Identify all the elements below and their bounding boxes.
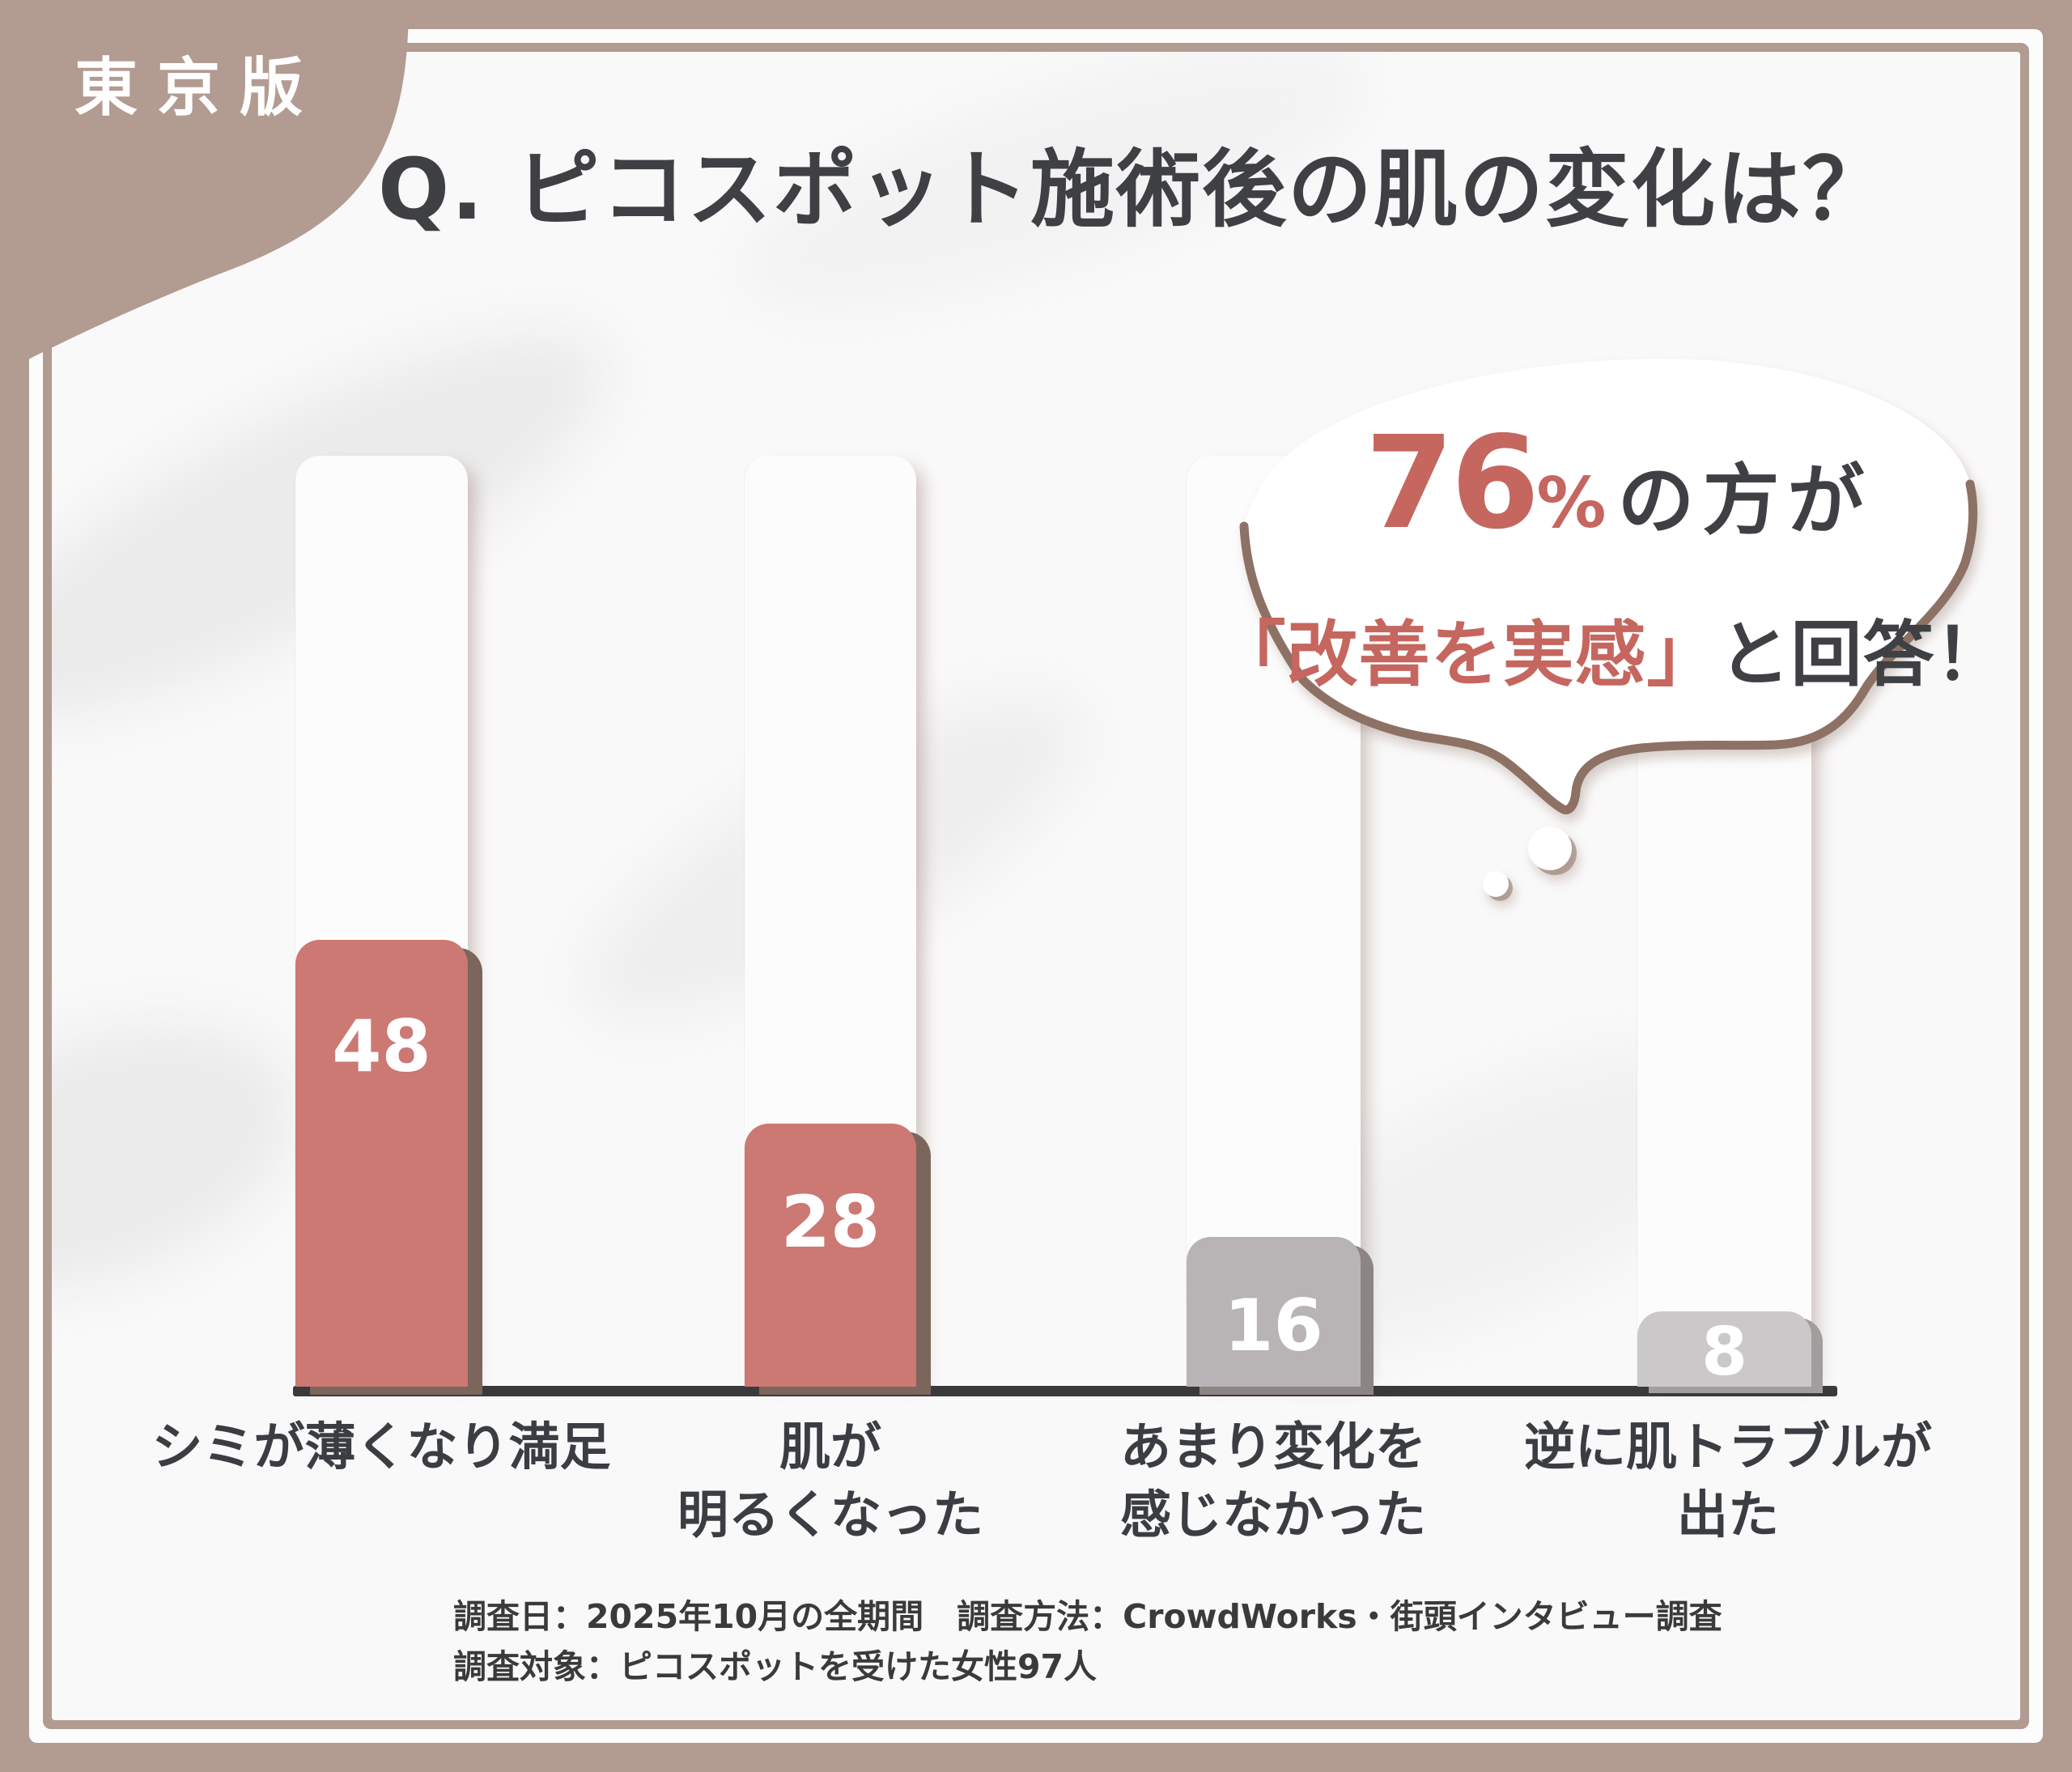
thought-dot-small	[1483, 871, 1509, 897]
thought-dot-large	[1528, 827, 1572, 870]
bubble-stat-line: 76% の方が	[1214, 419, 2020, 550]
category-label-line: 明るくなった	[677, 1485, 983, 1545]
bar-track-4	[1637, 456, 1811, 1387]
bar-shimi-usuku: 48	[295, 940, 468, 1387]
bar-track-3	[1187, 456, 1361, 1387]
category-label-2: 肌が 明るくなった	[628, 1413, 1033, 1549]
category-label-1: シミが薄くなり満足	[98, 1413, 664, 1481]
background-texture-streak	[543, 639, 1124, 1077]
region-badge-label: 東京版	[74, 52, 323, 125]
x-axis-baseline	[293, 1386, 1837, 1396]
background-texture-streak	[52, 971, 337, 1344]
bar-hada-akaruku: 28	[745, 1124, 916, 1387]
category-label-3: あまり変化を 感じなかった	[1071, 1413, 1475, 1549]
category-label-line: 逆に肌トラブルが	[1524, 1417, 1932, 1477]
bubble-answer-highlight: 「改善を実感」	[1214, 613, 1719, 696]
category-label-line: 感じなかった	[1120, 1485, 1426, 1545]
category-label-4: 逆に肌トラブルが 出た	[1485, 1413, 1971, 1549]
background-texture-streak	[719, 52, 1386, 355]
bar-hada-trouble: 8	[1637, 1311, 1811, 1387]
thought-dot-shadow	[1487, 875, 1513, 901]
page-title: Q. ピコスポット施術後の肌の変化は？	[377, 140, 1889, 239]
category-label-line: あまり変化を	[1120, 1417, 1426, 1477]
corner-badge-shape	[0, 0, 409, 374]
survey-footnote-line2: 調査対象：ピコスポットを受けた女性97人	[453, 1647, 1098, 1686]
category-label-line: 出た	[1677, 1485, 1779, 1545]
thought-dot-shadow	[1533, 831, 1577, 875]
bar-value-label: 28	[780, 1180, 881, 1264]
bar-track-2	[745, 456, 916, 1387]
category-label-line: 肌が	[779, 1417, 881, 1477]
bar-henka-nashi: 16	[1187, 1237, 1361, 1387]
background-texture-streak	[1195, 986, 1799, 1410]
bar-track-1	[295, 456, 468, 1387]
bubble-percent-sign: %	[1536, 463, 1607, 544]
bar-value-label: 48	[332, 1005, 431, 1088]
survey-footnote-line1: 調査日：2025年10月の全期間 調査方法：CrowdWorks・街頭インタビュ…	[453, 1597, 1722, 1636]
speech-bubble-icon	[1239, 359, 1978, 901]
bar-value-label: 8	[1700, 1314, 1748, 1391]
category-label-line: シミが薄くなり満足	[151, 1417, 611, 1477]
bubble-answer-line: 「改善を実感」と回答！	[1206, 597, 2015, 700]
speech-bubble-fill	[1244, 359, 1973, 810]
bubble-percent-suffix: の方が	[1617, 457, 1873, 546]
speech-bubble-outline	[1239, 479, 1978, 814]
bar-value-label: 16	[1224, 1284, 1323, 1367]
bubble-percent-value: 76	[1365, 409, 1539, 558]
bubble-answer-rest: と回答！	[1718, 613, 2007, 696]
survey-footnote: 調査日：2025年10月の全期間 調査方法：CrowdWorks・街頭インタビュ…	[453, 1591, 1722, 1692]
